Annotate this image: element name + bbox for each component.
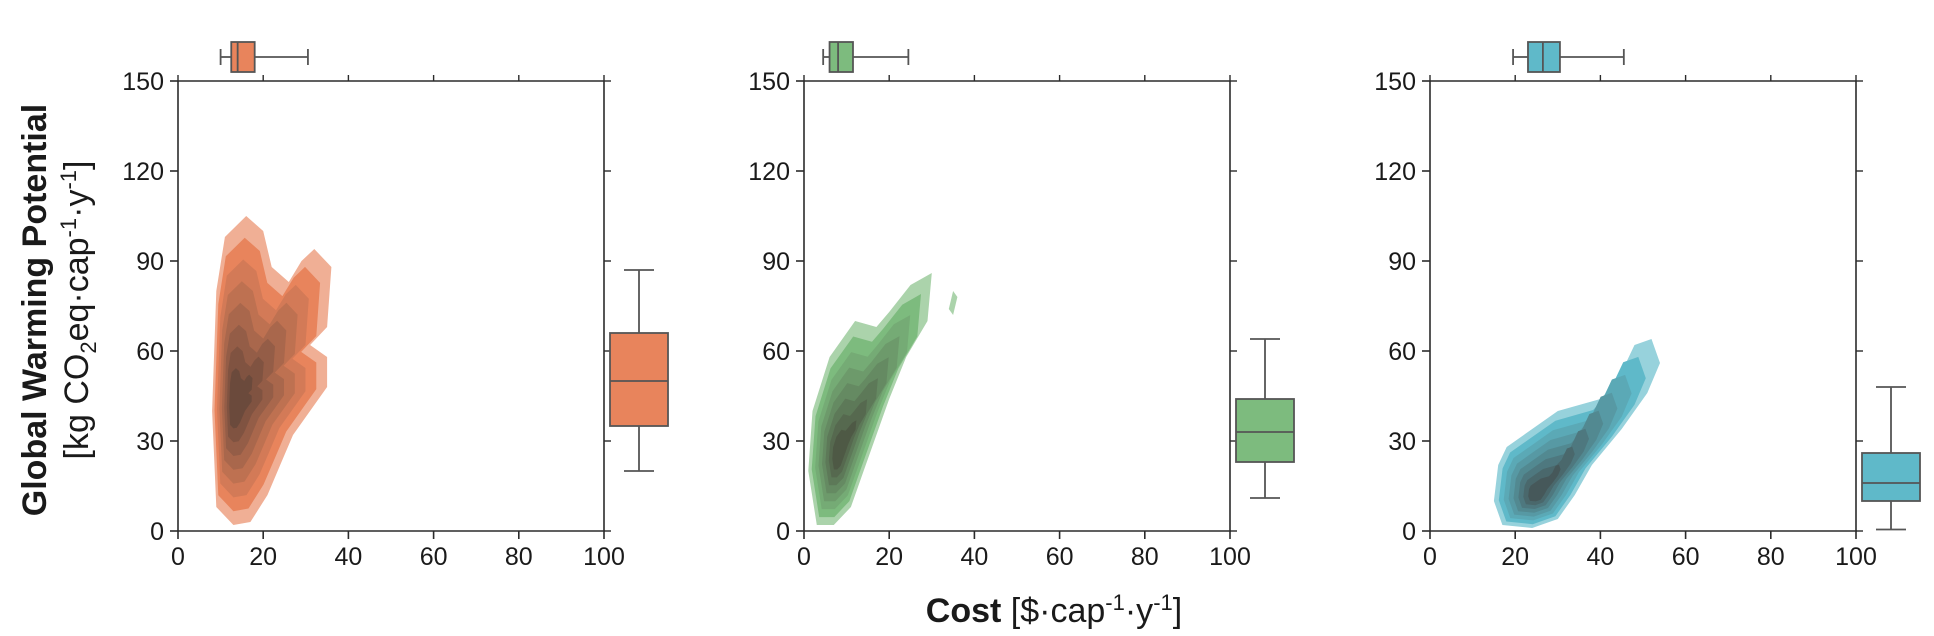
cost-boxplot-2: [822, 41, 910, 73]
gwp-box: [1235, 398, 1295, 463]
x-tick-label: 20: [1501, 543, 1529, 571]
density-island: [948, 291, 958, 315]
y-tick-label: 30: [762, 428, 790, 456]
y-tick-label: 0: [1402, 518, 1416, 546]
y-tick-label: 90: [1388, 248, 1416, 276]
y-tick-label: 150: [748, 68, 790, 96]
x-tick-label: 0: [1423, 543, 1437, 571]
y-axis-title-bold: Global Warming Potential: [16, 104, 54, 516]
panel-3: 0 20 40 60 80 100 0 30 60 90 120 150: [1374, 41, 1921, 571]
y-unit-sup1: -1: [56, 218, 81, 238]
cost-box: [1527, 41, 1561, 73]
y-tick-label: 0: [776, 518, 790, 546]
gwp-boxplot-2: [1235, 338, 1295, 499]
gwp-box: [609, 332, 669, 427]
y-unit-suffix: ]: [58, 161, 96, 170]
x-unit-sup1: -1: [1105, 590, 1125, 615]
x-tick-label: 40: [334, 543, 362, 571]
density-contours-1: [212, 216, 332, 525]
x-tick-label: 60: [1672, 543, 1700, 571]
x-unit-suffix: ]: [1173, 592, 1182, 630]
x-tick-label: 0: [797, 543, 811, 571]
y-axis-title-unit: [kg CO2eq·cap-1·y-1]: [56, 161, 101, 460]
y-unit-prefix: [kg CO: [58, 354, 96, 460]
density-level-8: [1528, 464, 1561, 502]
y-tick-label: 150: [122, 68, 164, 96]
y-tick-label: 30: [1388, 428, 1416, 456]
gwp-boxplot-3: [1861, 386, 1921, 531]
panel-1: 0 20 40 60 80 100 0 30 60 90 120 150: [122, 41, 669, 571]
x-tick-label: 60: [420, 543, 448, 571]
density-level-8: [229, 368, 253, 429]
x-tick-label: 40: [960, 543, 988, 571]
x-tick-label: 100: [583, 543, 625, 571]
x-tick-label: 80: [1757, 543, 1785, 571]
axes-3: [1429, 80, 1857, 532]
y-tick-label: 120: [122, 158, 164, 186]
panel-2: 0 20 40 60 80 100 0 30 60 90 120 150: [748, 41, 1295, 571]
cost-box: [828, 41, 854, 73]
y-unit-sup2: -1: [56, 170, 81, 190]
x-unit-mid: ·y: [1125, 592, 1153, 630]
y-tick-label: 90: [136, 248, 164, 276]
x-title-bold: Cost: [926, 592, 1002, 630]
density-level-8: [832, 420, 857, 470]
x-tick-label: 80: [1131, 543, 1159, 571]
y-unit-mid2: ·y: [58, 190, 96, 218]
y-tick-label: 150: [1374, 68, 1416, 96]
y-tick-label: 120: [748, 158, 790, 186]
gwp-boxplot-1: [609, 269, 669, 472]
x-tick-label: 100: [1835, 543, 1877, 571]
cost-box: [230, 41, 256, 73]
y-tick-label: 30: [136, 428, 164, 456]
x-tick-label: 60: [1046, 543, 1074, 571]
x-tick-label: 100: [1209, 543, 1251, 571]
y-unit-sub: 2: [76, 341, 101, 353]
cost-boxplot-1: [219, 41, 309, 73]
density-contours-3: [1493, 339, 1660, 528]
y-unit-mid1: eq·cap: [58, 237, 96, 341]
x-tick-label: 20: [875, 543, 903, 571]
x-tick-label: 80: [505, 543, 533, 571]
y-tick-label: 120: [1374, 158, 1416, 186]
y-tick-label: 60: [136, 338, 164, 366]
density-contours-2: [808, 273, 958, 525]
x-tick-label: 0: [171, 543, 185, 571]
cost-boxplot-3: [1512, 41, 1625, 73]
y-tick-label: 60: [1388, 338, 1416, 366]
gwp-box: [1861, 452, 1921, 502]
y-axis-title: Global Warming Potential [kg CO2eq·cap-1…: [16, 104, 101, 516]
x-unit-prefix: [$·cap: [1001, 592, 1105, 630]
axes-2: [803, 80, 1231, 532]
y-tick-label: 0: [150, 518, 164, 546]
y-tick-label: 60: [762, 338, 790, 366]
x-tick-label: 20: [249, 543, 277, 571]
x-axis-title: Cost [$·cap-1·y-1]: [926, 590, 1182, 630]
y-tick-label: 90: [762, 248, 790, 276]
x-unit-sup2: -1: [1153, 590, 1173, 615]
x-tick-label: 40: [1586, 543, 1614, 571]
panels: 0 20 40 60 80 100 0 30 60 90 120 150 0 20 40 60 80 100 0 30…: [122, 41, 1921, 571]
axes-1: [177, 80, 605, 532]
